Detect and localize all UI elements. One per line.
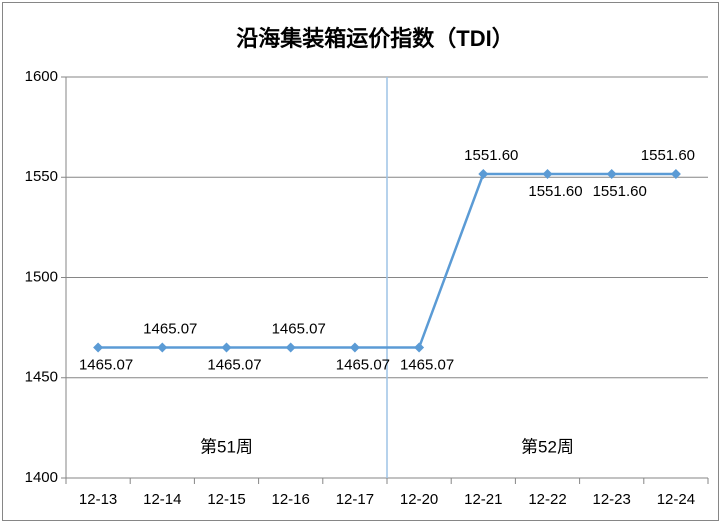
point: [93, 342, 104, 353]
y-tick-label: 1400: [25, 469, 58, 486]
point: [670, 169, 681, 180]
y-tick-label: 1550: [25, 168, 58, 185]
point: [157, 342, 168, 353]
data-label: 1465.07: [79, 357, 133, 374]
line: [98, 172, 676, 349]
x-tick-label: 12-21: [464, 491, 502, 508]
data-label: 1551.60: [528, 183, 582, 200]
x-tick-label: 12-16: [272, 491, 310, 508]
x-tick-label: 12-17: [336, 491, 374, 508]
x-tick-label: 12-22: [528, 491, 566, 508]
x-tick-label: 12-14: [143, 491, 181, 508]
point: [221, 342, 232, 353]
x-tick-label: 12-23: [593, 491, 631, 508]
y-tick-label: 1600: [25, 68, 58, 85]
point: [414, 342, 425, 353]
point: [285, 342, 296, 353]
data-label: 1465.07: [272, 321, 326, 338]
x-tick-label: 12-20: [400, 491, 438, 508]
data-label: 1465.07: [143, 321, 197, 338]
data-label: 1465.07: [336, 357, 390, 374]
point: [478, 169, 489, 180]
data-label: 1551.60: [593, 183, 647, 200]
data-label: 1551.60: [641, 147, 695, 164]
annotation: 第51周: [200, 437, 253, 456]
point: [349, 342, 360, 353]
x-tick-label: 12-13: [79, 491, 117, 508]
y-tick-label: 1500: [25, 268, 58, 285]
y-tick-label: 1450: [25, 369, 58, 386]
x-tick-label: 12-24: [657, 491, 695, 508]
data-label: 1465.07: [207, 357, 261, 374]
data-label: 1465.07: [400, 357, 454, 374]
point: [606, 169, 617, 180]
chart-title: 沿海集装箱运价指数（TDI）: [236, 26, 513, 51]
data-label: 1551.60: [464, 147, 518, 164]
annotation: 第52周: [521, 437, 574, 456]
x-tick-label: 12-15: [207, 491, 245, 508]
point: [542, 169, 553, 180]
